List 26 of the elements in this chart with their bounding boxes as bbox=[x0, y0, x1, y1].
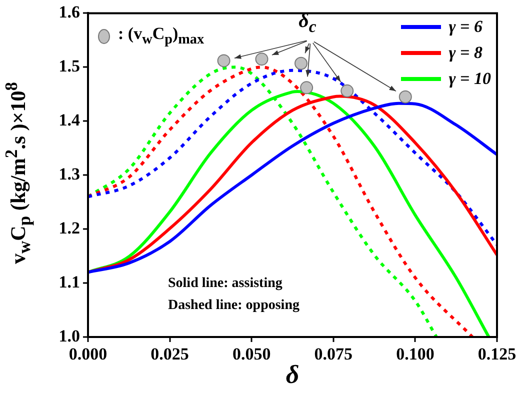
x-tick-label: 0.000 bbox=[68, 344, 108, 364]
y-tick-label: 1.0 bbox=[58, 326, 80, 346]
point bbox=[340, 84, 354, 98]
y-tick-label: 1.6 bbox=[58, 2, 80, 22]
point bbox=[255, 52, 268, 66]
y-tick-label: 1.2 bbox=[58, 218, 80, 238]
point bbox=[300, 81, 314, 94]
x-axis-title: δ bbox=[286, 360, 300, 389]
point bbox=[217, 54, 230, 68]
point bbox=[398, 90, 412, 104]
x-tick-label: 0.050 bbox=[232, 344, 271, 364]
x-tick-label: 0.075 bbox=[314, 344, 353, 364]
x-tick-label: 0.025 bbox=[150, 344, 189, 364]
legend-label: γ = 6 bbox=[448, 17, 482, 37]
y-tick-label: 1.4 bbox=[58, 110, 80, 130]
point bbox=[294, 56, 308, 70]
x-tick-label: 0.100 bbox=[396, 344, 434, 364]
y-tick-label: 1.5 bbox=[58, 56, 80, 76]
legend-label: γ = 10 bbox=[448, 69, 491, 89]
y-tick-label: 1.3 bbox=[58, 164, 80, 184]
x-tick-label: 0.125 bbox=[478, 344, 516, 364]
legend-label: γ = 8 bbox=[448, 43, 482, 63]
annotation: Dashed line: opposing bbox=[168, 298, 300, 314]
legend-label: : (v$_{w}$C$_{p}$)$_{max}$ bbox=[118, 24, 204, 48]
annotation: Solid line: assisting bbox=[168, 276, 282, 292]
y-tick-label: 1.1 bbox=[58, 272, 80, 292]
